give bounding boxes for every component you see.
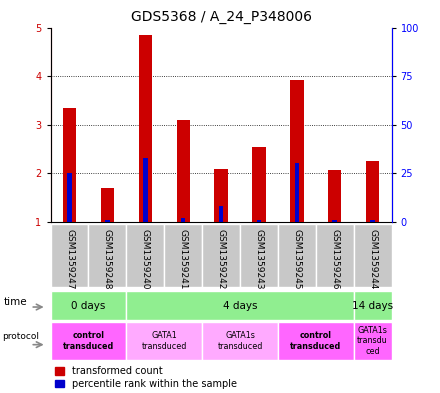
Bar [88, 224, 126, 287]
Text: 14 days: 14 days [352, 301, 393, 310]
Bar [366, 161, 379, 222]
Text: 0 days: 0 days [71, 301, 106, 310]
Text: GSM1359241: GSM1359241 [179, 229, 188, 290]
Text: GATA1s
transdu
ced: GATA1s transdu ced [357, 326, 388, 356]
Bar [290, 80, 304, 222]
Bar [126, 322, 202, 360]
Bar [333, 220, 337, 222]
Text: GSM1359246: GSM1359246 [330, 229, 339, 290]
Bar [202, 322, 278, 360]
Bar [253, 147, 266, 222]
Bar [240, 224, 278, 287]
Text: GSM1359240: GSM1359240 [141, 229, 150, 290]
Bar [51, 224, 88, 287]
Text: GSM1359248: GSM1359248 [103, 229, 112, 290]
Bar [257, 220, 261, 222]
Bar [164, 224, 202, 287]
Text: GSM1359247: GSM1359247 [65, 229, 74, 290]
Text: GSM1359245: GSM1359245 [292, 229, 301, 290]
Text: GATA1
transduced: GATA1 transduced [142, 331, 187, 351]
Bar [316, 224, 354, 287]
Text: time: time [4, 297, 28, 307]
Text: GSM1359244: GSM1359244 [368, 229, 377, 289]
Bar [278, 224, 316, 287]
Bar [181, 218, 186, 222]
Bar [101, 188, 114, 222]
Bar [176, 120, 190, 222]
Bar [328, 171, 341, 222]
Bar [67, 173, 72, 222]
Text: GSM1359242: GSM1359242 [216, 229, 226, 289]
Bar [202, 224, 240, 287]
Bar [143, 158, 147, 222]
Text: control
transduced: control transduced [63, 331, 114, 351]
Bar [126, 224, 164, 287]
Bar [278, 322, 354, 360]
Bar [354, 322, 392, 360]
Bar [105, 220, 110, 222]
Bar [51, 291, 126, 320]
Text: control
transduced: control transduced [290, 331, 341, 351]
Text: GATA1s
transduced: GATA1s transduced [217, 331, 263, 351]
Bar [139, 35, 152, 222]
Bar [219, 206, 224, 222]
Text: GSM1359243: GSM1359243 [254, 229, 264, 290]
Bar [354, 224, 392, 287]
Bar [63, 108, 76, 222]
Bar [354, 291, 392, 320]
Bar [214, 169, 228, 222]
Legend: transformed count, percentile rank within the sample: transformed count, percentile rank withi… [55, 366, 237, 389]
Text: 4 days: 4 days [223, 301, 257, 310]
Bar [295, 163, 299, 222]
Title: GDS5368 / A_24_P348006: GDS5368 / A_24_P348006 [131, 10, 312, 24]
Text: protocol: protocol [3, 332, 40, 341]
Bar [51, 322, 126, 360]
Bar [126, 291, 354, 320]
Bar [370, 220, 375, 222]
